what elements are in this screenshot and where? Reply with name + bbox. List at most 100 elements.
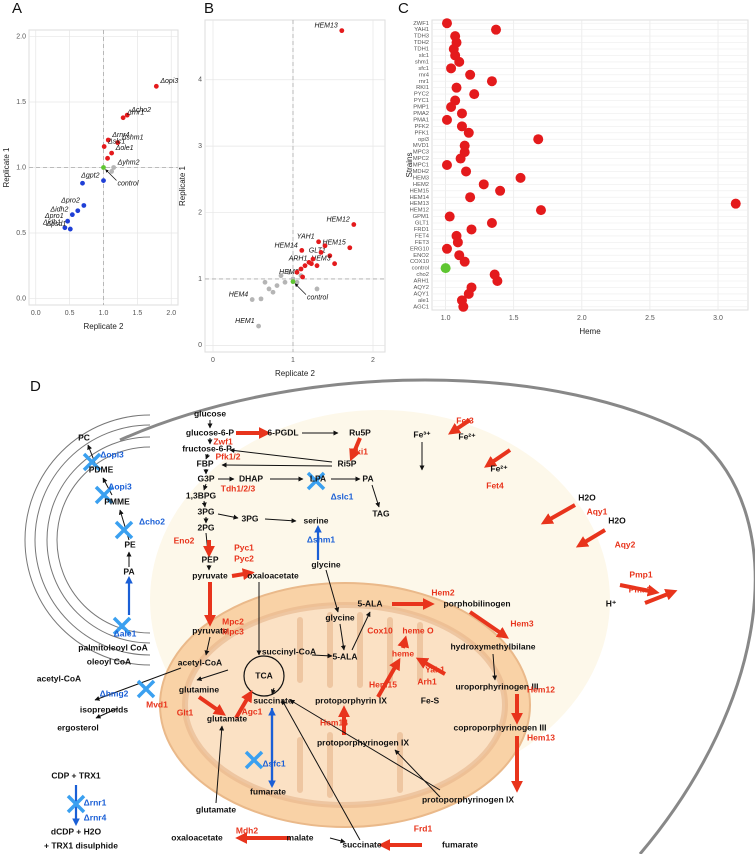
diagram-label: PA [123, 566, 134, 576]
data-point [75, 208, 81, 214]
point-label: HEM14 [274, 242, 297, 249]
diagram-label: heme [392, 648, 414, 658]
data-point [111, 165, 117, 170]
point-label: HEM3 [311, 256, 331, 263]
panel-label: D [30, 378, 41, 395]
pathway-arrow [231, 568, 255, 581]
pathway-arrow [492, 653, 498, 681]
y-axis-label: Replicate 1 [178, 165, 187, 206]
diagram-label: uroporphyrinogen III [455, 681, 538, 691]
y-tick-label: 2.0 [16, 33, 26, 40]
diagram-label: succinyl-CoA [262, 646, 316, 656]
pathway-arrow [94, 667, 182, 701]
deletion-cross [112, 616, 132, 636]
diagram-label: 1,3BPG [186, 490, 217, 500]
diagram-label: PDME [89, 464, 114, 474]
data-point [456, 121, 467, 132]
y-tick-label: AGC1 [413, 304, 429, 310]
x-tick-label: 0 [211, 357, 215, 364]
data-point [495, 185, 506, 196]
data-point [256, 323, 261, 329]
diagram-label: protoporphyrin IX [315, 695, 387, 705]
data-point [298, 266, 304, 272]
diagram-label: fructose-6-P [182, 443, 232, 453]
diagram-label: acetyl-CoA [178, 657, 222, 667]
data-point [446, 102, 457, 112]
diagram-label: oleoyl CoA [87, 656, 131, 666]
x-tick-label: 2.0 [166, 310, 176, 317]
cristae [297, 612, 423, 798]
y-axis-label: Strains [405, 153, 414, 178]
data-point [65, 218, 71, 224]
pathway-arrow [95, 707, 119, 719]
diagram-label: Fe-S [421, 695, 440, 705]
y-tick-label: HEM3 [413, 175, 429, 181]
diagram-label: succinate [342, 839, 381, 849]
y-tick-label: ERG10 [410, 246, 429, 252]
data-point [533, 134, 544, 145]
pointer [105, 169, 117, 181]
pathway-arrow [540, 503, 576, 525]
diagram-label: glycine [311, 559, 341, 569]
data-point [458, 301, 469, 312]
y-tick-label: RKI1 [416, 85, 429, 91]
diagram-label: DHAP [239, 473, 263, 483]
diagram-label: oxaloacetate [247, 570, 299, 580]
data-point [339, 28, 345, 34]
diagram-label: Rki1 [350, 446, 368, 456]
point-label: control [307, 294, 328, 301]
y-tick-label: MPC2 [413, 156, 429, 162]
pathway-arrow [394, 749, 441, 798]
diagram-label: Yah1 [425, 664, 445, 674]
diagram-label: Δopi3 [108, 481, 132, 491]
data-point [314, 263, 320, 269]
y-tick-label: GLT1 [415, 221, 429, 227]
diagram-label: oxaloacetate [171, 832, 223, 842]
diagram-label: LPA [310, 473, 326, 483]
point-label: Δgpt2 [80, 172, 99, 179]
diagram-background [24, 378, 755, 854]
y-tick-label: control [412, 266, 429, 272]
data-point [535, 205, 546, 216]
x-tick-label: 2.0 [577, 315, 587, 322]
data-point [456, 108, 467, 119]
y-tick-label: HEM12 [410, 208, 429, 214]
data-point [101, 165, 106, 170]
diagram-label: TCA [255, 670, 272, 680]
data-point [441, 114, 452, 125]
y-tick-label: PFK1 [415, 130, 430, 136]
data-point [327, 253, 333, 259]
data-point [446, 63, 457, 74]
point-label: HEM15 [322, 240, 345, 247]
pathway-arrow [196, 669, 229, 681]
diagram-label: Pfk1/2 [215, 451, 240, 461]
diagram-label: PC [78, 432, 90, 442]
data-point [299, 248, 305, 253]
panel-label: C [398, 0, 409, 17]
point-label: HEM4 [229, 291, 249, 298]
y-tick-label: AQY2 [414, 285, 429, 291]
diagram-label: protoporphyrinogen IX [317, 737, 409, 747]
data-point [478, 179, 489, 190]
diagram-label: Mpc2 [222, 616, 244, 626]
y-tick-label: slc1 [419, 53, 429, 59]
y-tick-label: MVD1 [413, 143, 429, 149]
point-label: Δole1 [115, 145, 134, 152]
point-label: Δopi3 [159, 78, 178, 85]
diagram-label: Δrnr1 [84, 797, 107, 807]
data-point [306, 259, 312, 265]
y-tick-label: PMP1 [413, 105, 429, 111]
y-tick-label: sfc1 [418, 66, 429, 72]
x-tick-label: 1.0 [441, 315, 451, 322]
data-point [465, 192, 476, 203]
x-tick-label: 0.0 [31, 310, 41, 317]
x-tick-label: 2.5 [645, 315, 655, 322]
data-point [258, 296, 264, 302]
data-point [294, 269, 300, 275]
data-point [463, 127, 474, 138]
data-point [290, 279, 296, 285]
point-label: GLT1 [309, 248, 326, 255]
diagram-label: Pyc1 [234, 542, 254, 552]
data-point [730, 198, 741, 209]
